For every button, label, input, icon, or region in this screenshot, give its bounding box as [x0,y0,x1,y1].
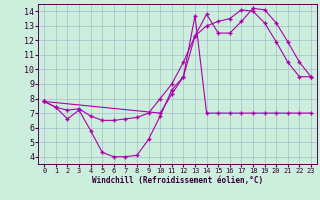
X-axis label: Windchill (Refroidissement éolien,°C): Windchill (Refroidissement éolien,°C) [92,176,263,185]
